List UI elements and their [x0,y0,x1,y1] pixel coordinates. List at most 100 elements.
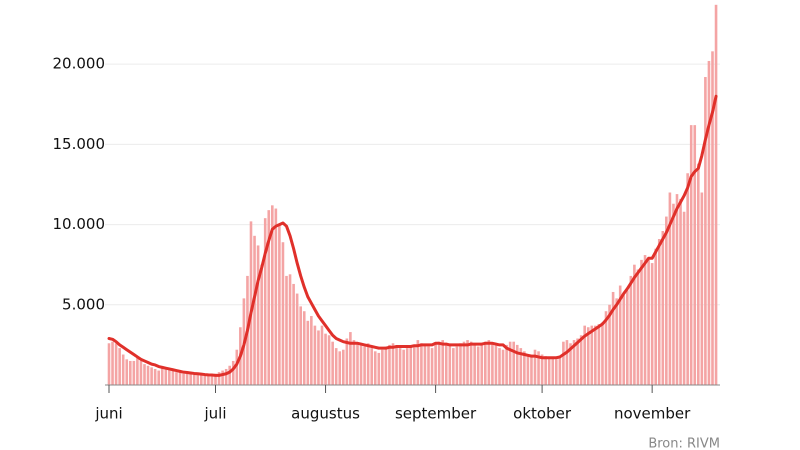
bar [491,343,494,385]
bar [157,370,160,385]
bar [427,346,430,385]
bar [562,341,565,385]
y-tick-label: 10.000 [53,215,106,233]
bar [175,372,178,385]
x-tick-label: september [395,405,477,423]
bar [572,340,576,385]
bar [405,348,409,385]
bar [597,324,601,385]
bar [313,325,317,385]
bar [682,211,686,385]
bar [192,373,196,385]
bar [221,370,224,385]
bar [207,375,210,385]
bar [501,349,505,385]
bar [583,325,586,385]
bar [533,349,537,385]
bar [526,356,530,385]
bar [476,346,480,385]
y-tick-label: 20.000 [53,55,106,73]
bar [132,360,136,385]
bar [444,343,448,385]
bar [416,340,420,385]
x-tick-label: augustus [291,405,360,423]
bar [196,373,200,385]
bar [547,357,551,385]
bar [622,295,626,385]
bar [558,357,562,385]
bar [231,360,235,385]
bar [224,368,228,385]
bar [395,346,398,385]
bar [295,293,299,385]
bar [590,325,594,385]
bar [594,325,597,385]
bar [675,194,679,385]
bar [217,372,221,385]
bar [640,259,643,385]
bar [519,348,523,385]
y-tick-label: 15.000 [53,135,106,153]
bar [402,349,405,385]
bar [253,235,256,385]
bar [345,338,349,385]
bar [530,354,533,385]
bar [693,125,697,385]
bar [576,338,579,385]
bar [540,354,544,385]
bar [544,356,547,385]
bar [274,208,278,385]
bar [288,274,292,385]
bar [409,346,413,385]
bar [182,373,185,385]
bar [398,348,402,385]
bar [448,344,452,385]
bar [381,349,384,385]
bar [647,259,650,385]
bar [256,245,260,385]
bar [689,125,693,385]
bar [327,335,331,385]
bar [665,216,668,385]
bar [366,343,370,385]
bar [178,372,182,385]
bar [508,341,512,385]
bar [214,373,217,385]
bar [267,210,271,385]
x-tick-label: juni [94,405,122,423]
bar [320,325,324,385]
bar [164,368,168,385]
bar [469,341,473,385]
bar [200,375,203,385]
bar [579,335,583,385]
bar [203,375,207,385]
bar [114,343,118,385]
bar [707,60,711,385]
bar [391,343,395,385]
bar [700,192,704,385]
bar [441,340,444,385]
bar [430,348,434,385]
bar [388,344,391,385]
bar [228,365,231,385]
bar [523,351,526,385]
bar [569,343,572,385]
bar [111,341,114,385]
bar [281,242,285,385]
y-tick-label: 5.000 [62,295,105,313]
bar [657,239,661,385]
x-tick-label: oktober [513,405,572,423]
bar [498,348,501,385]
bar [235,349,239,385]
bar [338,351,342,385]
bar [437,341,441,385]
bar [317,330,320,385]
bar [565,340,569,385]
bar [125,359,129,385]
bar [420,343,423,385]
bar [459,343,462,385]
bar [494,344,498,385]
bar [249,221,253,385]
